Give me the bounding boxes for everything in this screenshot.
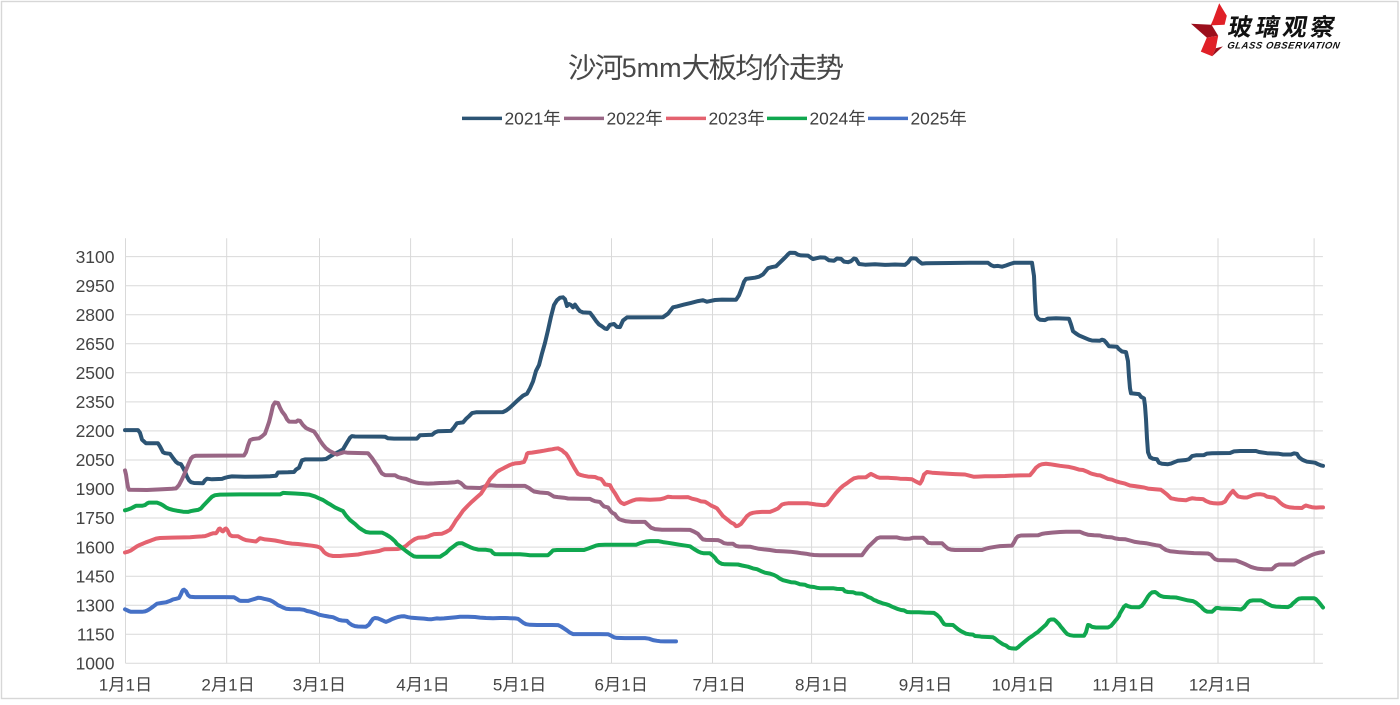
svg-text:2024: 2024 <box>810 109 849 129</box>
svg-text:1: 1 <box>520 676 529 695</box>
svg-text:1: 1 <box>99 676 108 695</box>
svg-text:1: 1 <box>228 676 237 695</box>
svg-text:1: 1 <box>126 676 135 695</box>
svg-text:7: 7 <box>693 676 702 695</box>
svg-text:1300: 1300 <box>76 595 115 615</box>
svg-text:1: 1 <box>926 676 935 695</box>
svg-text:1600: 1600 <box>76 537 115 557</box>
svg-text:2022: 2022 <box>607 109 646 129</box>
svg-text:1: 1 <box>319 676 328 695</box>
svg-text:1: 1 <box>621 676 630 695</box>
svg-text:11: 11 <box>1092 676 1110 695</box>
svg-text:4: 4 <box>396 676 405 695</box>
svg-text:2650: 2650 <box>76 334 115 354</box>
svg-text:12: 12 <box>1189 676 1208 695</box>
svg-text:6: 6 <box>595 676 604 695</box>
svg-text:5: 5 <box>493 676 502 695</box>
svg-text:2021: 2021 <box>505 109 544 129</box>
svg-text:2: 2 <box>201 676 210 695</box>
svg-text:1150: 1150 <box>77 625 115 645</box>
svg-text:2350: 2350 <box>76 392 115 412</box>
svg-text:3100: 3100 <box>76 247 115 267</box>
svg-text:2500: 2500 <box>76 363 115 383</box>
svg-text:GLASS OBSERVATION: GLASS OBSERVATION <box>1226 41 1341 52</box>
svg-text:5mm: 5mm <box>622 53 682 83</box>
svg-text:10: 10 <box>992 676 1011 695</box>
svg-text:9: 9 <box>899 676 908 695</box>
svg-text:1: 1 <box>719 676 728 695</box>
svg-text:2023: 2023 <box>709 109 748 129</box>
svg-text:1: 1 <box>423 676 432 695</box>
svg-text:2800: 2800 <box>76 305 115 325</box>
svg-text:1: 1 <box>822 676 831 695</box>
svg-text:1750: 1750 <box>76 508 115 528</box>
svg-text:1900: 1900 <box>76 479 115 499</box>
svg-text:2050: 2050 <box>76 450 115 470</box>
svg-text:3: 3 <box>293 676 302 695</box>
svg-text:1000: 1000 <box>76 654 115 674</box>
svg-text:2025: 2025 <box>911 109 950 129</box>
svg-text:1450: 1450 <box>76 566 115 586</box>
svg-text:1: 1 <box>1225 676 1234 695</box>
svg-text:2200: 2200 <box>76 421 115 441</box>
svg-text:2950: 2950 <box>76 276 115 296</box>
svg-text:8: 8 <box>795 676 804 695</box>
svg-text:1: 1 <box>1028 676 1037 695</box>
svg-text:1: 1 <box>1129 676 1138 695</box>
